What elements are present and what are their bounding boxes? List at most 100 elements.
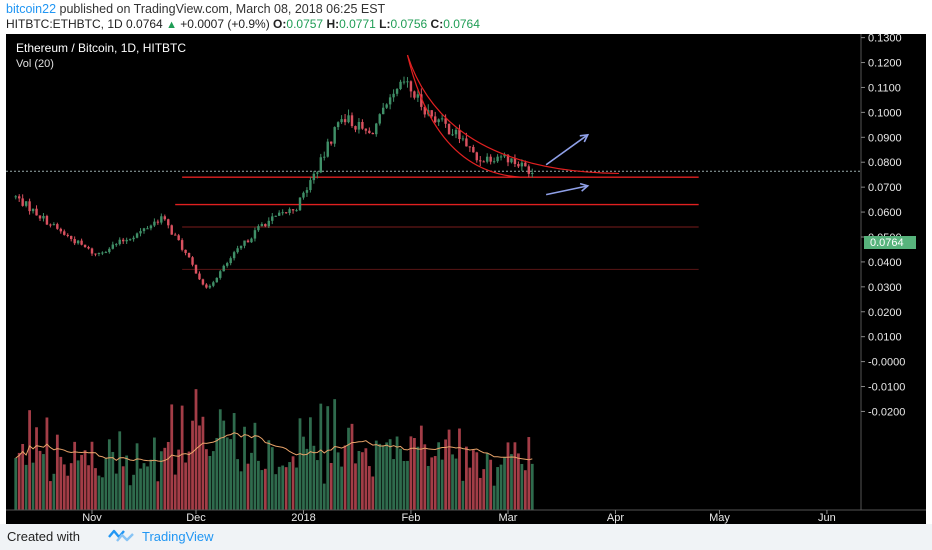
volume-bar	[201, 416, 205, 510]
volume-bar	[517, 453, 520, 510]
candle-body	[378, 114, 381, 124]
candle-body	[406, 81, 409, 83]
volume-bar	[170, 404, 174, 510]
candle-body	[510, 158, 513, 163]
volume-bar	[503, 457, 506, 510]
candle-body	[222, 265, 225, 272]
price-tick-label: 0.0700	[868, 182, 902, 194]
candle-body	[271, 216, 274, 221]
volume-bar	[90, 441, 94, 510]
volume-bar	[87, 465, 90, 510]
volume-bar	[135, 443, 139, 510]
close-label: C:	[430, 17, 444, 31]
candle-body	[385, 104, 388, 108]
time-axis[interactable]: Nov Dec 2018 Feb Mar Apr May Jun	[82, 510, 836, 524]
high-label: H:	[326, 17, 340, 31]
candle-body	[212, 282, 215, 286]
candle-body	[413, 91, 416, 98]
volume-bar	[426, 465, 430, 510]
candle-body	[83, 244, 87, 248]
volume-bar	[104, 458, 108, 510]
time-tick-label: Apr	[607, 512, 624, 524]
open-label: O:	[273, 17, 287, 31]
candle-body	[191, 257, 194, 265]
trend-arrow-shaft	[545, 185, 588, 196]
volume-bar	[14, 458, 18, 510]
candle-body	[454, 129, 458, 135]
volume-bar	[361, 452, 364, 510]
candle-body	[451, 134, 454, 136]
price-tick-label: 0.1000	[868, 107, 902, 119]
volume-bar	[156, 481, 160, 510]
candle-body	[312, 173, 316, 181]
created-with-text: Created with	[7, 529, 80, 544]
volume-bar	[423, 444, 427, 510]
volume-bar	[225, 437, 229, 510]
tradingview-logo-icon[interactable]	[108, 528, 134, 544]
price-axis[interactable]: 0.16000.15000.14000.13000.12000.11000.10…	[861, 8, 905, 418]
volume-bar	[433, 456, 437, 510]
volume-bar	[208, 455, 212, 510]
candle-body	[21, 198, 24, 206]
candle-body	[80, 240, 83, 245]
volume-bar	[253, 422, 257, 510]
candle-body	[381, 107, 385, 115]
volume-bar	[520, 463, 524, 510]
candle-body	[371, 133, 375, 135]
volume-bar	[107, 439, 111, 510]
candle-body	[472, 146, 475, 153]
volume-bar	[211, 451, 215, 510]
candle-body	[395, 89, 399, 94]
candle-body	[184, 249, 187, 253]
volume-bar	[496, 467, 499, 510]
candle-body	[167, 219, 170, 226]
time-tick-label: 2018	[291, 512, 315, 524]
candle-body	[69, 235, 73, 240]
volume-bar	[409, 436, 413, 510]
price-tick-label: 0.0600	[868, 207, 902, 219]
candle-body	[309, 180, 312, 191]
volume-bar	[159, 451, 163, 510]
volume-bar	[510, 454, 513, 510]
candle-body	[468, 146, 472, 148]
time-tick-label: Mar	[499, 512, 518, 524]
candle-body	[323, 156, 326, 158]
candle-body	[201, 279, 205, 285]
volume-bar	[489, 459, 493, 510]
volume-bar	[482, 469, 486, 510]
candle-body	[205, 284, 208, 288]
volume-bar	[49, 481, 52, 510]
candle-body	[250, 238, 253, 243]
volume-bar	[444, 439, 447, 510]
candle-body	[402, 81, 406, 83]
volume-bar	[21, 443, 25, 510]
volume-bar	[205, 449, 208, 510]
candle-body	[198, 273, 201, 280]
candle-body	[49, 224, 52, 226]
volume-bar	[114, 473, 118, 510]
chart-panel[interactable]: 0.16000.15000.14000.13000.12000.11000.10…	[0, 8, 932, 524]
arrow-head-icon	[579, 133, 590, 143]
candle-body	[59, 228, 63, 232]
price-tick-label: 0.0400	[868, 257, 902, 269]
candle-body	[305, 190, 309, 193]
volume-bar	[17, 452, 21, 510]
chart-canvas[interactable]: 0.16000.15000.14000.13000.12000.11000.10…	[6, 8, 926, 524]
author-link[interactable]: bitcoin22	[6, 2, 57, 16]
time-tick-label: May	[709, 512, 730, 524]
candle-body	[142, 228, 146, 232]
candle-body	[506, 154, 510, 163]
candles	[14, 76, 534, 289]
volume-bar	[302, 436, 305, 510]
candle-body	[420, 94, 423, 107]
candle-body	[173, 234, 177, 236]
volume-bar	[475, 452, 479, 510]
volume-bar	[83, 450, 87, 510]
volume-bar	[55, 434, 59, 510]
time-tick-label: Jun	[818, 512, 836, 524]
arrow-head-icon	[579, 182, 590, 192]
low-value: 0.0756	[390, 17, 428, 31]
candle-body	[319, 157, 323, 173]
volume-bar	[277, 466, 281, 510]
tradingview-brand[interactable]: TradingView	[142, 529, 214, 544]
